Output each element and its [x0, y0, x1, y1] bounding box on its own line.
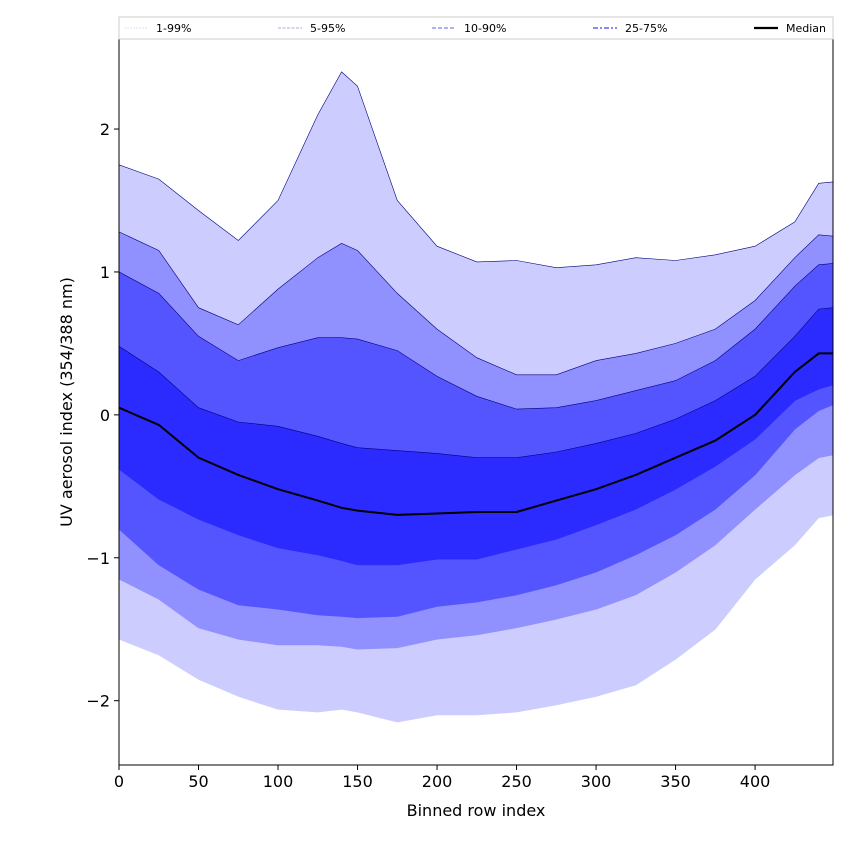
x-tick-label: 150 — [342, 772, 373, 791]
x-tick-label: 300 — [581, 772, 612, 791]
x-axis-label: Binned row index — [407, 801, 546, 820]
x-tick-label: 400 — [740, 772, 771, 791]
y-tick-label: 1 — [100, 263, 110, 282]
band-upper-edge-10-90% — [118, 263, 834, 410]
legend: 1-99% 5-95% 10-90% 25-75% Median — [118, 16, 834, 40]
band-lower-edge-1-99% — [118, 514, 834, 723]
y-tick-label: 2 — [100, 120, 110, 139]
band-upper-edge-1-99% — [118, 71, 834, 269]
legend-item-1-99%: 1-99% — [124, 22, 191, 35]
x-tick-label: 50 — [188, 772, 208, 791]
legend-label: Median — [786, 22, 826, 35]
y-tick-label: 0 — [100, 406, 110, 425]
band-upper-edge-5-95% — [118, 231, 834, 376]
axis-ticks: 0 50 100 150 200 250 300 350 400 −2 −1 0 1 2 — [86, 120, 770, 791]
legend-item-25-75%: 25-75% — [593, 22, 667, 35]
band-upper-edge-25-75% — [118, 307, 834, 459]
y-tick-label: −1 — [86, 549, 110, 568]
legend-label: 10-90% — [464, 22, 506, 35]
legend-item-10-90%: 10-90% — [432, 22, 506, 35]
legend-item-5-95%: 5-95% — [278, 22, 345, 35]
legend-label: 25-75% — [625, 22, 667, 35]
legend-item-Median: Median — [754, 22, 826, 35]
x-tick-label: 0 — [114, 772, 124, 791]
band-lower-edge-5-95% — [118, 454, 834, 650]
x-tick-label: 350 — [660, 772, 691, 791]
legend-label: 1-99% — [156, 22, 191, 35]
band-25-75% — [119, 307, 833, 565]
median-line — [118, 352, 833, 516]
legend-box — [118, 16, 834, 40]
x-tick-label: 100 — [263, 772, 294, 791]
x-tick-label: 250 — [501, 772, 532, 791]
y-axis-label: UV aerosol index (354/388 nm) — [57, 277, 76, 527]
y-tick-label: −2 — [86, 692, 110, 711]
x-tick-label: 200 — [422, 772, 453, 791]
percentile-bands — [118, 71, 834, 723]
band-lower-edge-10-90% — [118, 404, 834, 619]
legend-label: 5-95% — [310, 22, 345, 35]
band-lower-edge-25-75% — [118, 384, 834, 566]
